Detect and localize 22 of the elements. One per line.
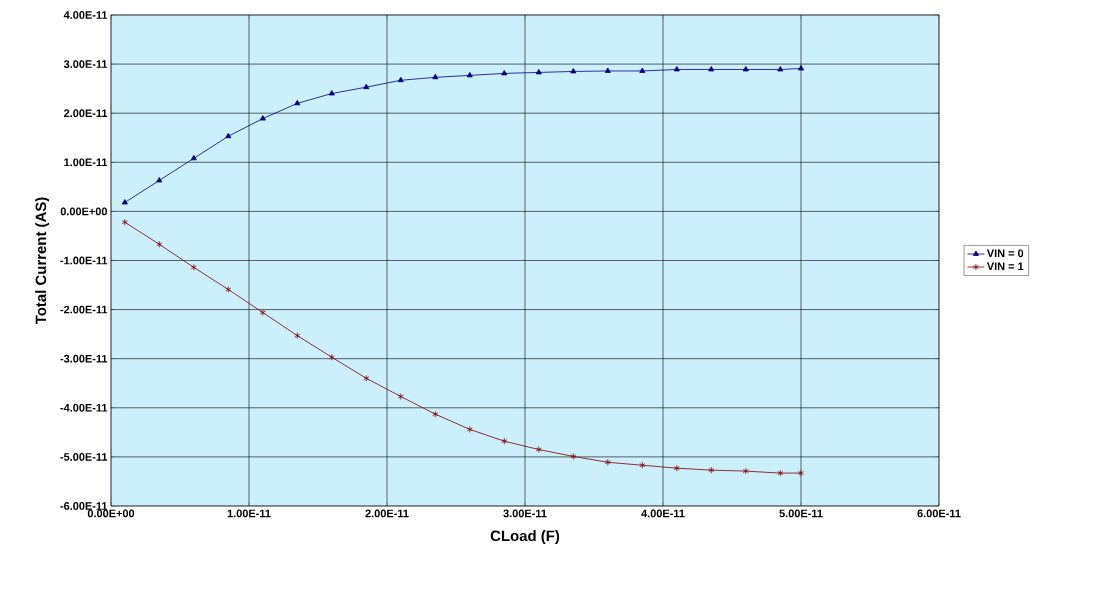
y-tick-label: 2.00E-11	[63, 109, 108, 118]
x-tick-label: 4.00E-11	[641, 509, 685, 518]
y-tick-label: -2.00E-11	[60, 305, 108, 314]
y-axis-title: Total Current (AS)	[35, 197, 50, 325]
legend-label: VIN = 0	[986, 249, 1024, 258]
y-tick-label: 3.00E-11	[63, 60, 108, 68]
y-tick-label: 1.00E-11	[64, 158, 108, 167]
y-tick-label: -6.00E-11	[60, 502, 108, 510]
y-tick-label: -3.00E-11	[60, 354, 108, 363]
legend-label: VIN = 1	[986, 262, 1024, 271]
x-tick-label: 2.00E-11	[365, 509, 409, 518]
x-tick-label: 6.00E-11	[917, 509, 961, 518]
x-tick-label: 3.00E-11	[503, 509, 547, 518]
y-tick-label: 4.00E-11	[63, 11, 108, 19]
x-tick-label: 5.00E-11	[779, 509, 823, 518]
x-axis-title: CLoad (F)	[490, 530, 560, 545]
x-tick-label: 1.00E-11	[227, 509, 271, 518]
x-tick-label: 0.00E+00	[87, 509, 135, 518]
y-tick-label: -4.00E-11	[60, 403, 108, 412]
y-tick-label: -1.00E-11	[60, 256, 108, 265]
y-tick-label: -5.00E-11	[60, 453, 108, 461]
y-tick-label: 0.00E+00	[60, 207, 108, 216]
